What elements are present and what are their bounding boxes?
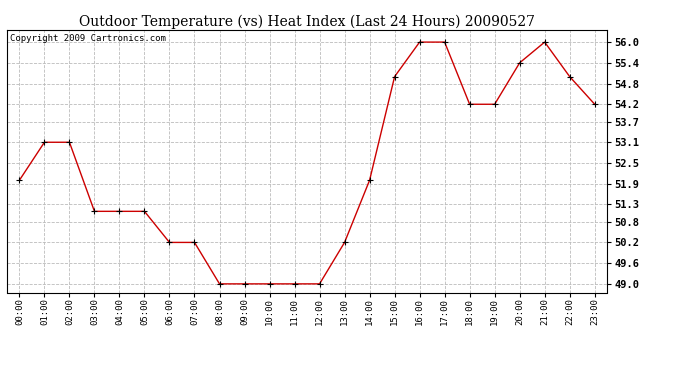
Title: Outdoor Temperature (vs) Heat Index (Last 24 Hours) 20090527: Outdoor Temperature (vs) Heat Index (Las…: [79, 15, 535, 29]
Text: Copyright 2009 Cartronics.com: Copyright 2009 Cartronics.com: [10, 34, 166, 43]
